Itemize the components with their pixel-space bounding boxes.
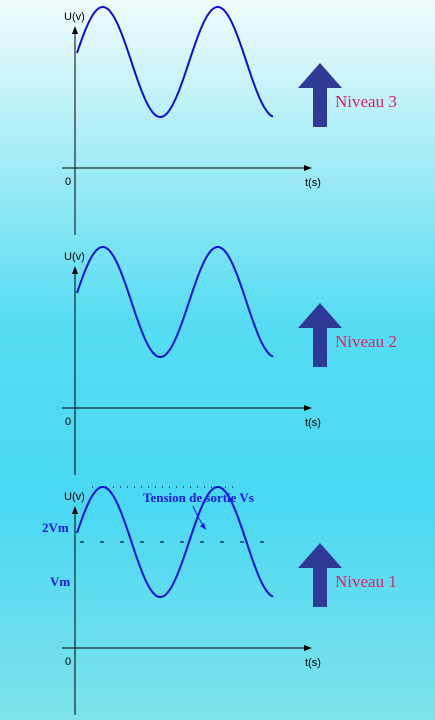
level-label: Niveau 3 [335,92,397,111]
origin-label: 0 [65,416,71,428]
peak-label: 2Vm [42,520,69,535]
annotation: Tension de sortie Vs [143,490,254,505]
x-axis-label: t(s) [305,657,321,669]
annotation-arrowhead [200,523,206,530]
level-arrow [298,63,342,127]
y-axis-label: U(v) [64,251,85,263]
signal-curve [76,6,274,118]
signal-curve [76,246,274,358]
origin-label: 0 [65,176,71,188]
level-arrow [298,543,342,607]
mid-label: Vm [50,574,70,589]
signal-curve [76,486,274,598]
x-axis-label: t(s) [305,177,321,189]
x-arrow [304,645,312,651]
y-axis-label: U(v) [64,11,85,23]
level-arrow [298,303,342,367]
level-label: Niveau 2 [335,332,397,351]
x-arrow [304,165,312,171]
x-arrow [304,405,312,411]
y-arrow [72,266,78,274]
y-arrow [72,506,78,514]
y-arrow [72,26,78,34]
origin-label: 0 [65,656,71,668]
x-axis-label: t(s) [305,417,321,429]
y-axis-label: U(v) [64,491,85,503]
level-label: Niveau 1 [335,572,397,591]
